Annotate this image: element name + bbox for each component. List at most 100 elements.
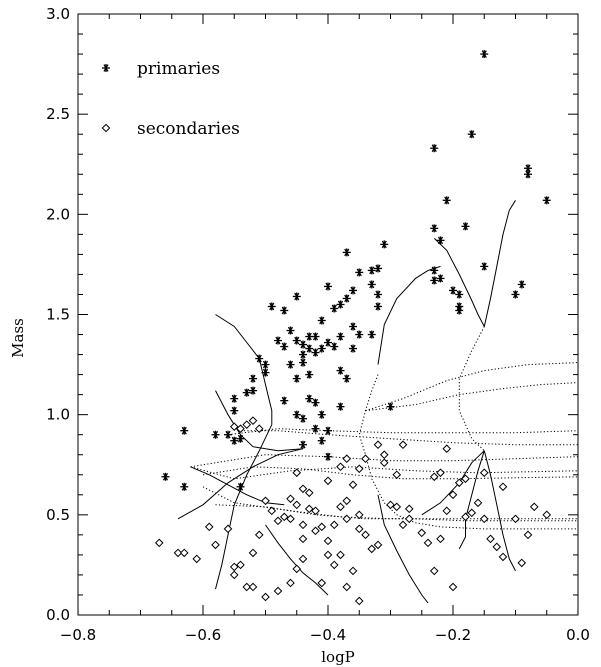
primaries-point-67 bbox=[317, 344, 326, 353]
secondaries-point-82 bbox=[542, 510, 552, 520]
secondaries-point-7 bbox=[223, 524, 233, 534]
secondaries-point-30 bbox=[336, 502, 345, 512]
secondaries-point-35 bbox=[354, 524, 364, 534]
y-tick-label: 2.0 bbox=[46, 205, 70, 223]
secondaries-point-76 bbox=[492, 542, 502, 552]
secondaries-point-37 bbox=[367, 544, 377, 554]
track-solid-3 bbox=[215, 390, 304, 452]
secondaries-point-8 bbox=[229, 562, 239, 572]
primaries-point-53 bbox=[349, 286, 357, 295]
track-solid-7 bbox=[377, 265, 441, 365]
legend-asterisk-icon bbox=[102, 64, 110, 72]
secondaries-point-19 bbox=[286, 514, 295, 524]
secondaries-point-33 bbox=[348, 480, 358, 490]
primaries-point-13 bbox=[249, 374, 257, 383]
secondaries-point-48 bbox=[354, 596, 364, 606]
secondaries-point-77 bbox=[498, 552, 508, 562]
secondaries-point-17 bbox=[279, 512, 289, 522]
secondaries-point-20 bbox=[292, 500, 302, 510]
primaries-point-57 bbox=[374, 264, 382, 273]
primaries-point-89 bbox=[542, 196, 551, 205]
secondaries-point-70 bbox=[454, 478, 464, 488]
secondaries-point-55 bbox=[336, 462, 345, 472]
secondaries-point-47 bbox=[342, 582, 352, 592]
secondaries-point-65 bbox=[423, 538, 433, 548]
primaries-point-32 bbox=[299, 358, 307, 367]
secondaries-point-31 bbox=[342, 514, 352, 524]
secondaries-point-91 bbox=[461, 474, 470, 484]
secondaries-point-45 bbox=[317, 578, 327, 588]
y-tick-label: 0.0 bbox=[46, 606, 70, 624]
secondaries-point-74 bbox=[479, 514, 489, 524]
secondaries-point-56 bbox=[342, 454, 352, 464]
secondaries-point-72 bbox=[467, 508, 477, 518]
primaries-point-72 bbox=[430, 266, 439, 275]
secondaries-point-60 bbox=[379, 450, 389, 460]
secondaries-point-71 bbox=[461, 512, 470, 522]
primaries-point-2 bbox=[180, 426, 189, 435]
secondaries-point-29 bbox=[329, 520, 339, 530]
track-dotted-15 bbox=[458, 326, 485, 452]
track-dotted-16 bbox=[365, 362, 579, 412]
secondaries-point-75 bbox=[486, 534, 495, 544]
primaries-point-7 bbox=[236, 434, 245, 443]
secondaries-point-14 bbox=[261, 496, 270, 506]
primaries-point-37 bbox=[305, 394, 314, 403]
secondaries-point-10 bbox=[236, 560, 245, 570]
primaries-point-22 bbox=[280, 306, 289, 315]
axis-ticks: −0.8 −0.6 −0.4 −0.2 0.0 0.0 0.5 1.0 1.5 2.0 2.5 3.0 bbox=[46, 5, 590, 644]
secondaries-point-16 bbox=[273, 516, 283, 526]
secondaries-point-64 bbox=[404, 514, 414, 524]
secondaries-point-12 bbox=[248, 548, 258, 558]
secondaries-point-9 bbox=[229, 570, 239, 580]
secondaries-point-51 bbox=[292, 468, 302, 478]
primaries-point-49 bbox=[355, 330, 364, 339]
secondaries-point-78 bbox=[511, 514, 520, 524]
secondaries-point-2 bbox=[173, 548, 183, 558]
secondaries-point-88 bbox=[379, 458, 389, 468]
primaries-point-73 bbox=[436, 274, 445, 283]
primaries-point-84 bbox=[480, 262, 489, 271]
primaries-point-61 bbox=[374, 302, 382, 311]
secondaries-point-43 bbox=[261, 592, 270, 602]
secondaries-point-4 bbox=[192, 554, 202, 564]
primaries-point-45 bbox=[342, 374, 351, 383]
secondaries-point-40 bbox=[292, 564, 302, 574]
track-dotted-14 bbox=[358, 374, 578, 530]
primaries-point-44 bbox=[336, 366, 345, 375]
secondaries-point-58 bbox=[361, 454, 370, 464]
track-solid-8 bbox=[433, 238, 485, 327]
y-tick-label: 3.0 bbox=[46, 5, 70, 23]
primaries-point-47 bbox=[336, 332, 345, 341]
y-tick-label: 1.5 bbox=[46, 306, 70, 324]
track-solid-12 bbox=[483, 450, 516, 572]
primaries-point-46 bbox=[330, 342, 339, 351]
secondaries-point-23 bbox=[304, 504, 314, 514]
primaries-point-24 bbox=[286, 326, 295, 335]
primaries-point-81 bbox=[461, 222, 470, 231]
secondaries-point-39 bbox=[298, 554, 308, 564]
primaries-point-18 bbox=[274, 336, 282, 345]
secondaries-point-98 bbox=[248, 416, 258, 425]
primaries-point-55 bbox=[355, 268, 364, 277]
primaries-point-1 bbox=[161, 472, 170, 481]
legend-diamond-icon bbox=[101, 123, 111, 133]
secondaries-point-52 bbox=[298, 484, 308, 494]
secondaries-point-67 bbox=[436, 534, 445, 544]
primaries-point-87 bbox=[524, 170, 532, 179]
secondaries-point-97 bbox=[254, 424, 264, 433]
secondaries-point-92 bbox=[448, 582, 458, 592]
track-dotted-20 bbox=[190, 454, 579, 468]
primaries-point-40 bbox=[324, 426, 332, 435]
track-solid-13 bbox=[458, 450, 485, 550]
primaries-point-64 bbox=[330, 304, 339, 313]
x-tick-label: −0.4 bbox=[310, 626, 346, 644]
primaries-point-4 bbox=[211, 430, 220, 439]
primaries-point-31 bbox=[311, 332, 320, 341]
primaries-point-38 bbox=[311, 398, 320, 407]
y-tick-label: 2.5 bbox=[46, 105, 70, 123]
primaries-point-52 bbox=[336, 300, 345, 309]
y-tick-label: 0.5 bbox=[46, 506, 70, 524]
secondaries-point-81 bbox=[529, 502, 539, 512]
